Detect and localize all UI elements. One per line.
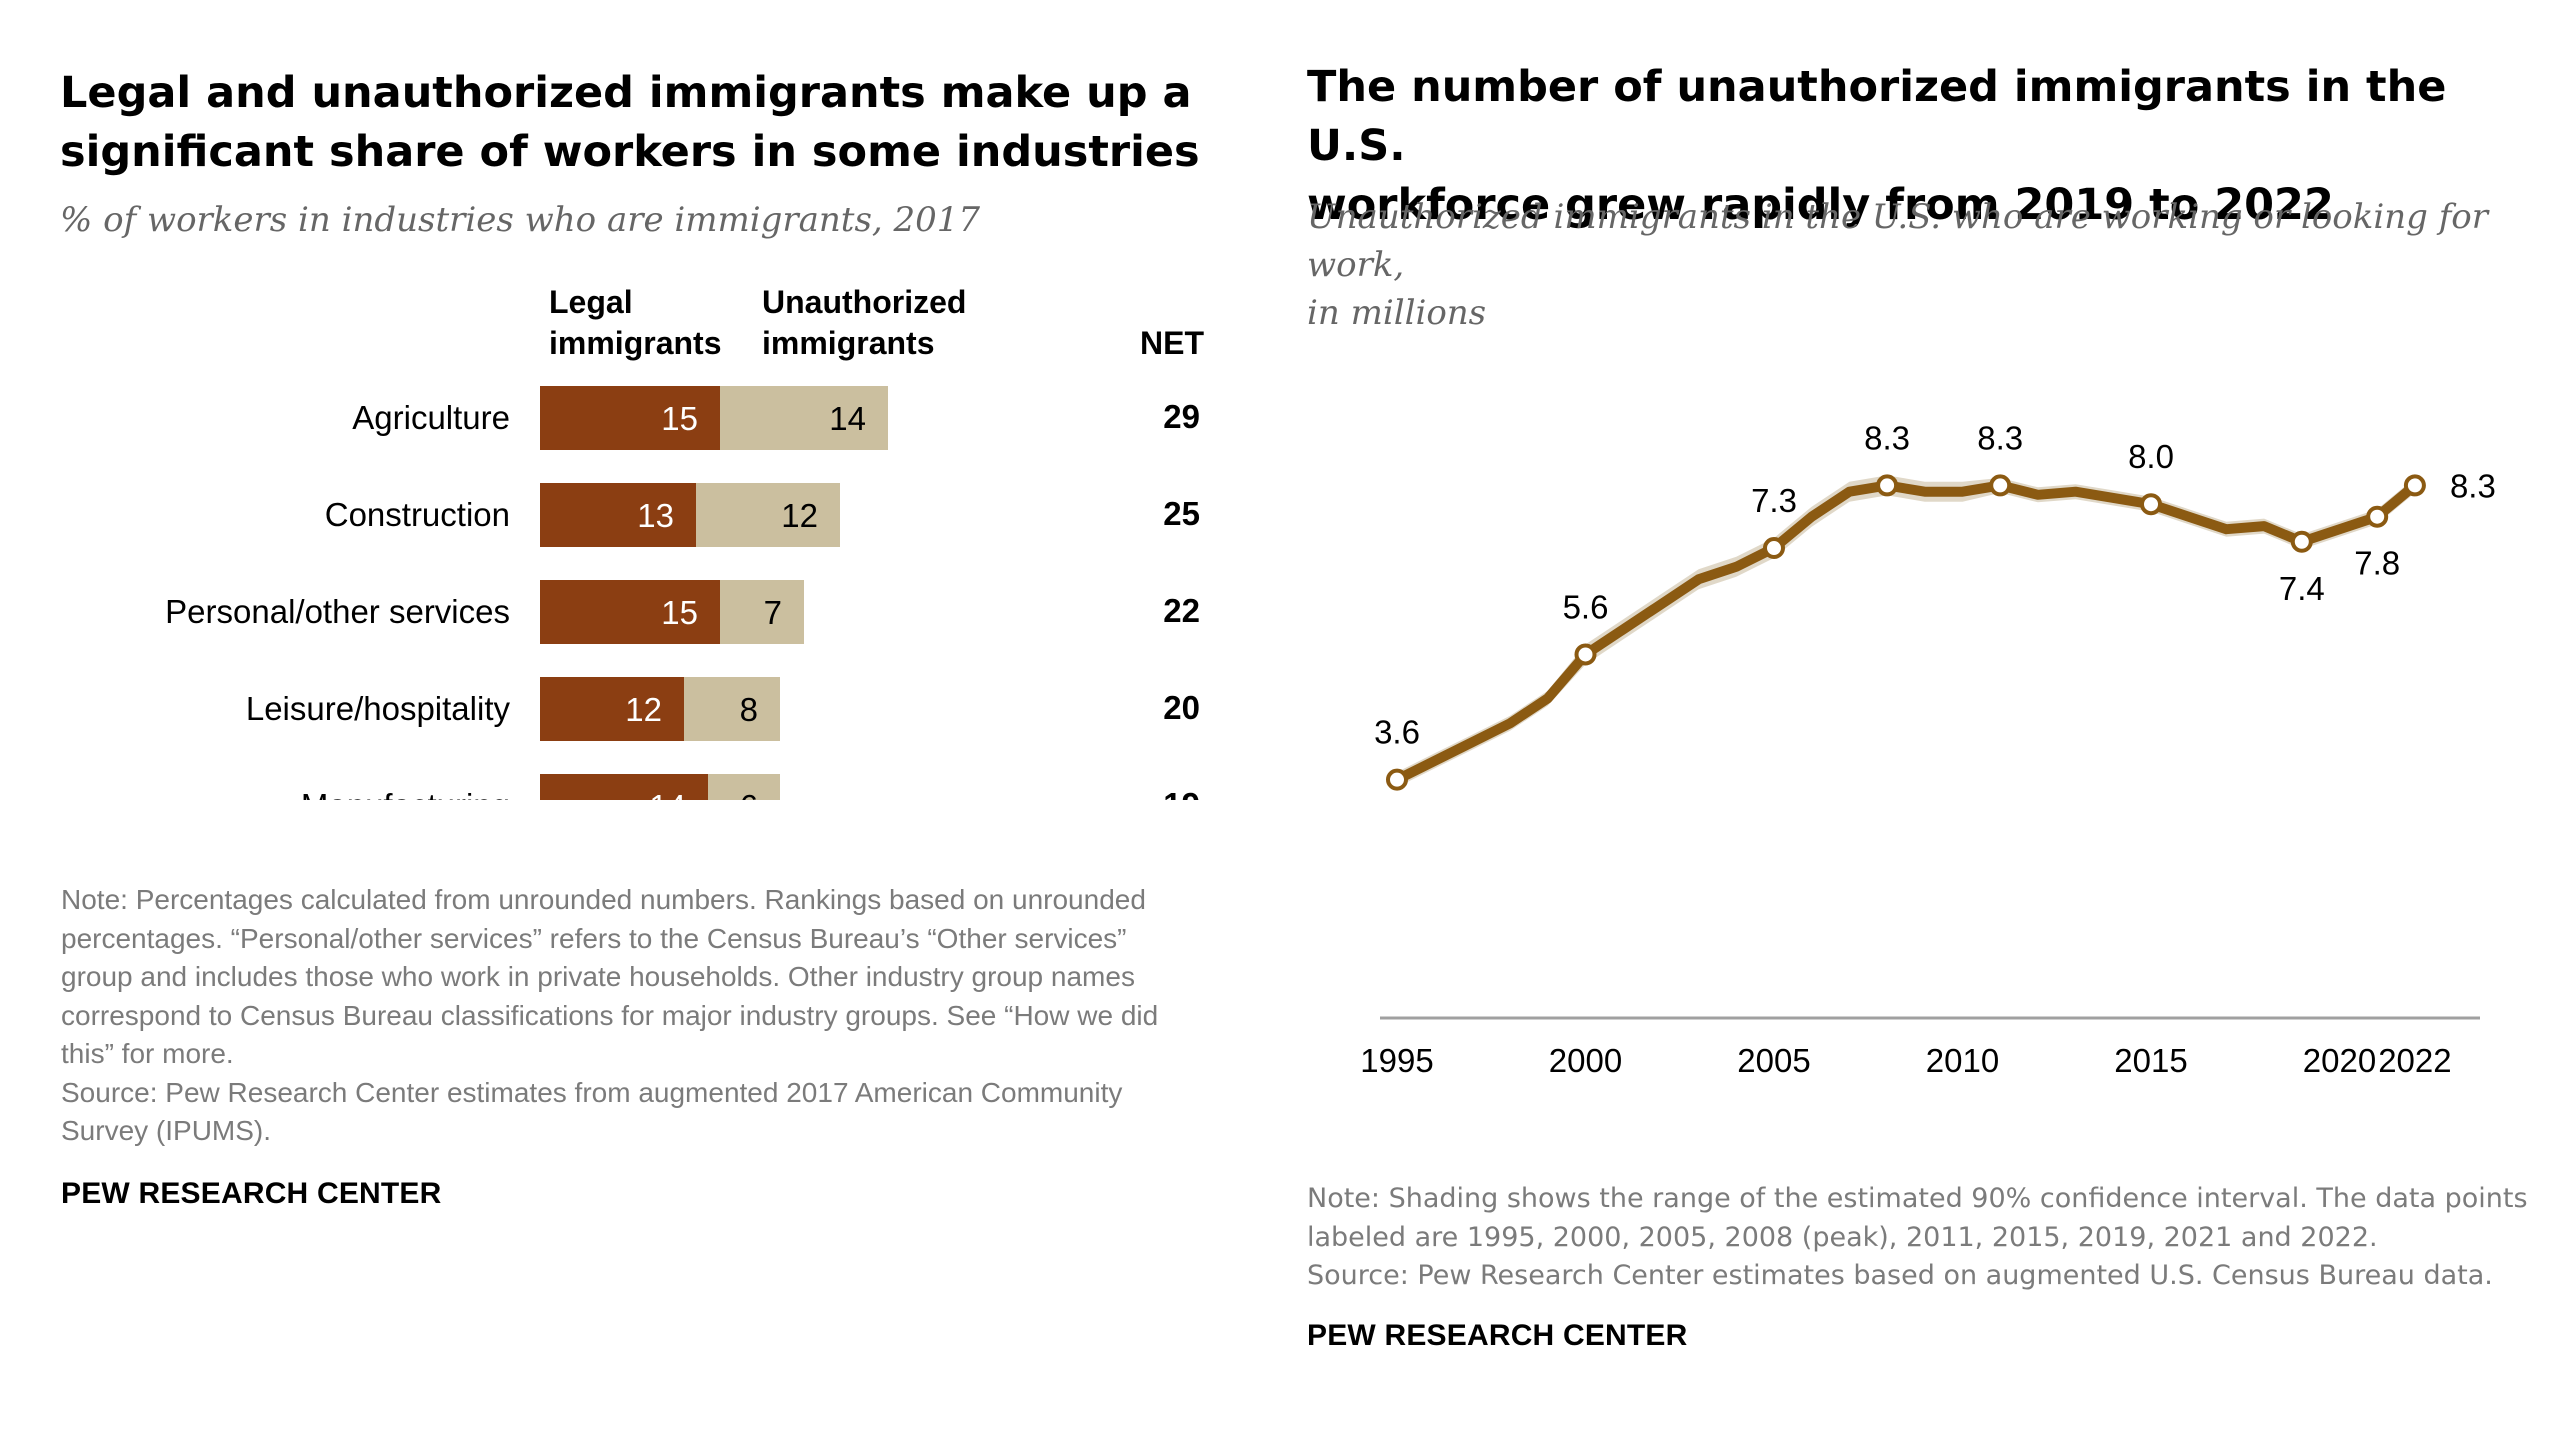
right-subtitle-line-2: in millions bbox=[1307, 293, 1487, 333]
unauthorized-bar bbox=[720, 580, 804, 644]
x-tick-label: 2010 bbox=[1926, 1042, 1999, 1079]
data-point-label: 7.4 bbox=[2279, 570, 2325, 607]
left-note-line: percentages. “Personal/other services” r… bbox=[61, 922, 1127, 954]
legal-value-label: 12 bbox=[625, 691, 662, 728]
right-note-line: Note: Shading shows the range of the est… bbox=[1307, 1183, 2528, 1214]
data-point-label: 8.3 bbox=[1977, 419, 2023, 456]
net-value-label: 29 bbox=[1163, 398, 1200, 435]
unauthorized-value-label: 8 bbox=[740, 691, 758, 728]
right-title-line-1: The number of unauthorized immigrants in… bbox=[1307, 62, 2447, 171]
unauthorized-header-line-2: immigrants bbox=[762, 325, 935, 361]
data-point-marker bbox=[1763, 537, 1785, 560]
x-tick-label: 1995 bbox=[1360, 1042, 1433, 1079]
left-chart-note: Note: Percentages calculated from unroun… bbox=[61, 881, 1261, 1151]
x-tick-label: 2020 bbox=[2303, 1042, 2376, 1079]
category-label: Agriculture bbox=[352, 399, 510, 436]
legal-column-header: Legal immigrants bbox=[549, 282, 721, 364]
right-source-line: Source: Pew Research Center estimates ba… bbox=[1307, 1260, 2493, 1291]
category-label: Leisure/hospitality bbox=[246, 690, 511, 727]
left-source-line: Survey (IPUMS). bbox=[61, 1115, 272, 1146]
category-label: Manufacturing bbox=[301, 787, 510, 800]
right-chart-subtitle: Unauthorized immigrants in the U.S. who … bbox=[1307, 193, 2547, 337]
legal-value-label: 15 bbox=[661, 594, 698, 631]
data-point-marker bbox=[2290, 530, 2313, 553]
unauthorized-header-line-1: Unauthorized bbox=[762, 284, 967, 320]
data-point-label: 8.3 bbox=[1864, 419, 1910, 456]
line-chart: 3.6 5.6 7.3 8.3 8.3 8.0 7.4 7.8 8.3 1995 2000 2005 2… bbox=[1360, 419, 2496, 1079]
unauthorized-bar bbox=[720, 386, 888, 450]
stacked-bar-chart: Agriculture 15 14 29 Construction 13 12 25 Perso… bbox=[165, 386, 1200, 800]
unauthorized-workforce-line bbox=[1392, 480, 2420, 785]
right-chart-title: The number of unauthorized immigrants in… bbox=[1307, 58, 2547, 235]
net-column-header: NET bbox=[1140, 325, 1204, 361]
right-note-line: labeled are 1995, 2000, 2005, 2008 (peak… bbox=[1307, 1221, 2378, 1253]
left-chart-panel: Legal and unauthorized immigrants make u… bbox=[60, 64, 1261, 1210]
net-value-label: 20 bbox=[1163, 689, 1200, 726]
unauthorized-value-label: 14 bbox=[829, 400, 866, 437]
data-point-label: 3.6 bbox=[1374, 714, 1420, 751]
left-note-line: correspond to Census Bureau classificati… bbox=[61, 999, 1159, 1031]
data-point-marker bbox=[2140, 493, 2162, 516]
data-point-marker bbox=[1989, 474, 2012, 497]
unauthorized-bar bbox=[696, 483, 840, 547]
left-title-line-2: significant share of workers in some ind… bbox=[60, 127, 1200, 177]
left-chart-title: Legal and unauthorized immigrants make u… bbox=[60, 64, 1240, 182]
legal-header-line-1: Legal bbox=[549, 284, 633, 320]
x-tick-label: 2000 bbox=[1549, 1042, 1622, 1079]
x-tick-label: 2005 bbox=[1737, 1042, 1810, 1079]
right-brand-label: PEW RESEARCH CENTER bbox=[1307, 1319, 1688, 1352]
right-chart-note: Note: Shading shows the range of the est… bbox=[1307, 1180, 2547, 1296]
unauthorized-column-header: Unauthorized immigrants bbox=[762, 282, 966, 364]
data-point-label: 8.3 bbox=[2450, 467, 2496, 504]
legal-bar bbox=[540, 677, 684, 741]
category-label: Construction bbox=[325, 496, 510, 533]
left-chart-subtitle: % of workers in industries who are immig… bbox=[60, 200, 981, 240]
net-value-label: 19 bbox=[1163, 786, 1200, 800]
left-note-line: this” for more. bbox=[61, 1038, 234, 1069]
unauthorized-value-label: 7 bbox=[764, 594, 782, 631]
data-point-label: 7.8 bbox=[2354, 545, 2400, 582]
data-point-marker bbox=[1574, 643, 1597, 666]
net-value-label: 22 bbox=[1163, 592, 1200, 629]
right-subtitle-line-1: Unauthorized immigrants in the U.S. who … bbox=[1307, 197, 2489, 285]
legal-bar bbox=[540, 580, 720, 644]
legal-value-label: 15 bbox=[661, 400, 698, 437]
data-point-marker bbox=[2403, 474, 2426, 497]
left-source-line: Source: Pew Research Center estimates fr… bbox=[61, 1076, 1123, 1108]
legal-value-label: 13 bbox=[637, 497, 674, 534]
right-chart-panel: The number of unauthorized immigrants in… bbox=[1280, 0, 2560, 1440]
legal-bar bbox=[540, 483, 696, 547]
category-label: Personal/other services bbox=[165, 593, 510, 630]
data-point-marker bbox=[1876, 474, 1899, 497]
x-tick-label: 2015 bbox=[2114, 1042, 2187, 1079]
right-title-line-2: workforce grew rapidly from 2019 to 2022 bbox=[1307, 180, 2334, 230]
data-point-label: 5.6 bbox=[1563, 588, 1609, 625]
left-note-line: group and includes those who work in pri… bbox=[61, 961, 1135, 992]
unauthorized-value-label: 12 bbox=[781, 497, 818, 534]
left-note-line: Note: Percentages calculated from unroun… bbox=[61, 884, 1146, 915]
unauthorized-bar bbox=[684, 677, 780, 741]
data-point-label: 8.0 bbox=[2128, 438, 2174, 475]
legal-value-label: 14 bbox=[649, 788, 686, 800]
data-point-marker bbox=[2366, 505, 2389, 528]
legal-bar bbox=[540, 774, 708, 800]
left-title-line-1: Legal and unauthorized immigrants make u… bbox=[60, 68, 1192, 118]
legal-bar bbox=[540, 386, 720, 450]
data-point-label: 7.3 bbox=[1751, 482, 1797, 519]
unauthorized-value-label: 6 bbox=[740, 788, 758, 800]
data-point-marker bbox=[1386, 768, 1408, 791]
x-tick-label: 2022 bbox=[2378, 1042, 2451, 1079]
net-value-label: 25 bbox=[1163, 495, 1200, 532]
left-brand-label: PEW RESEARCH CENTER bbox=[61, 1177, 442, 1210]
unauthorized-bar bbox=[708, 774, 780, 800]
legal-header-line-2: immigrants bbox=[549, 325, 722, 361]
